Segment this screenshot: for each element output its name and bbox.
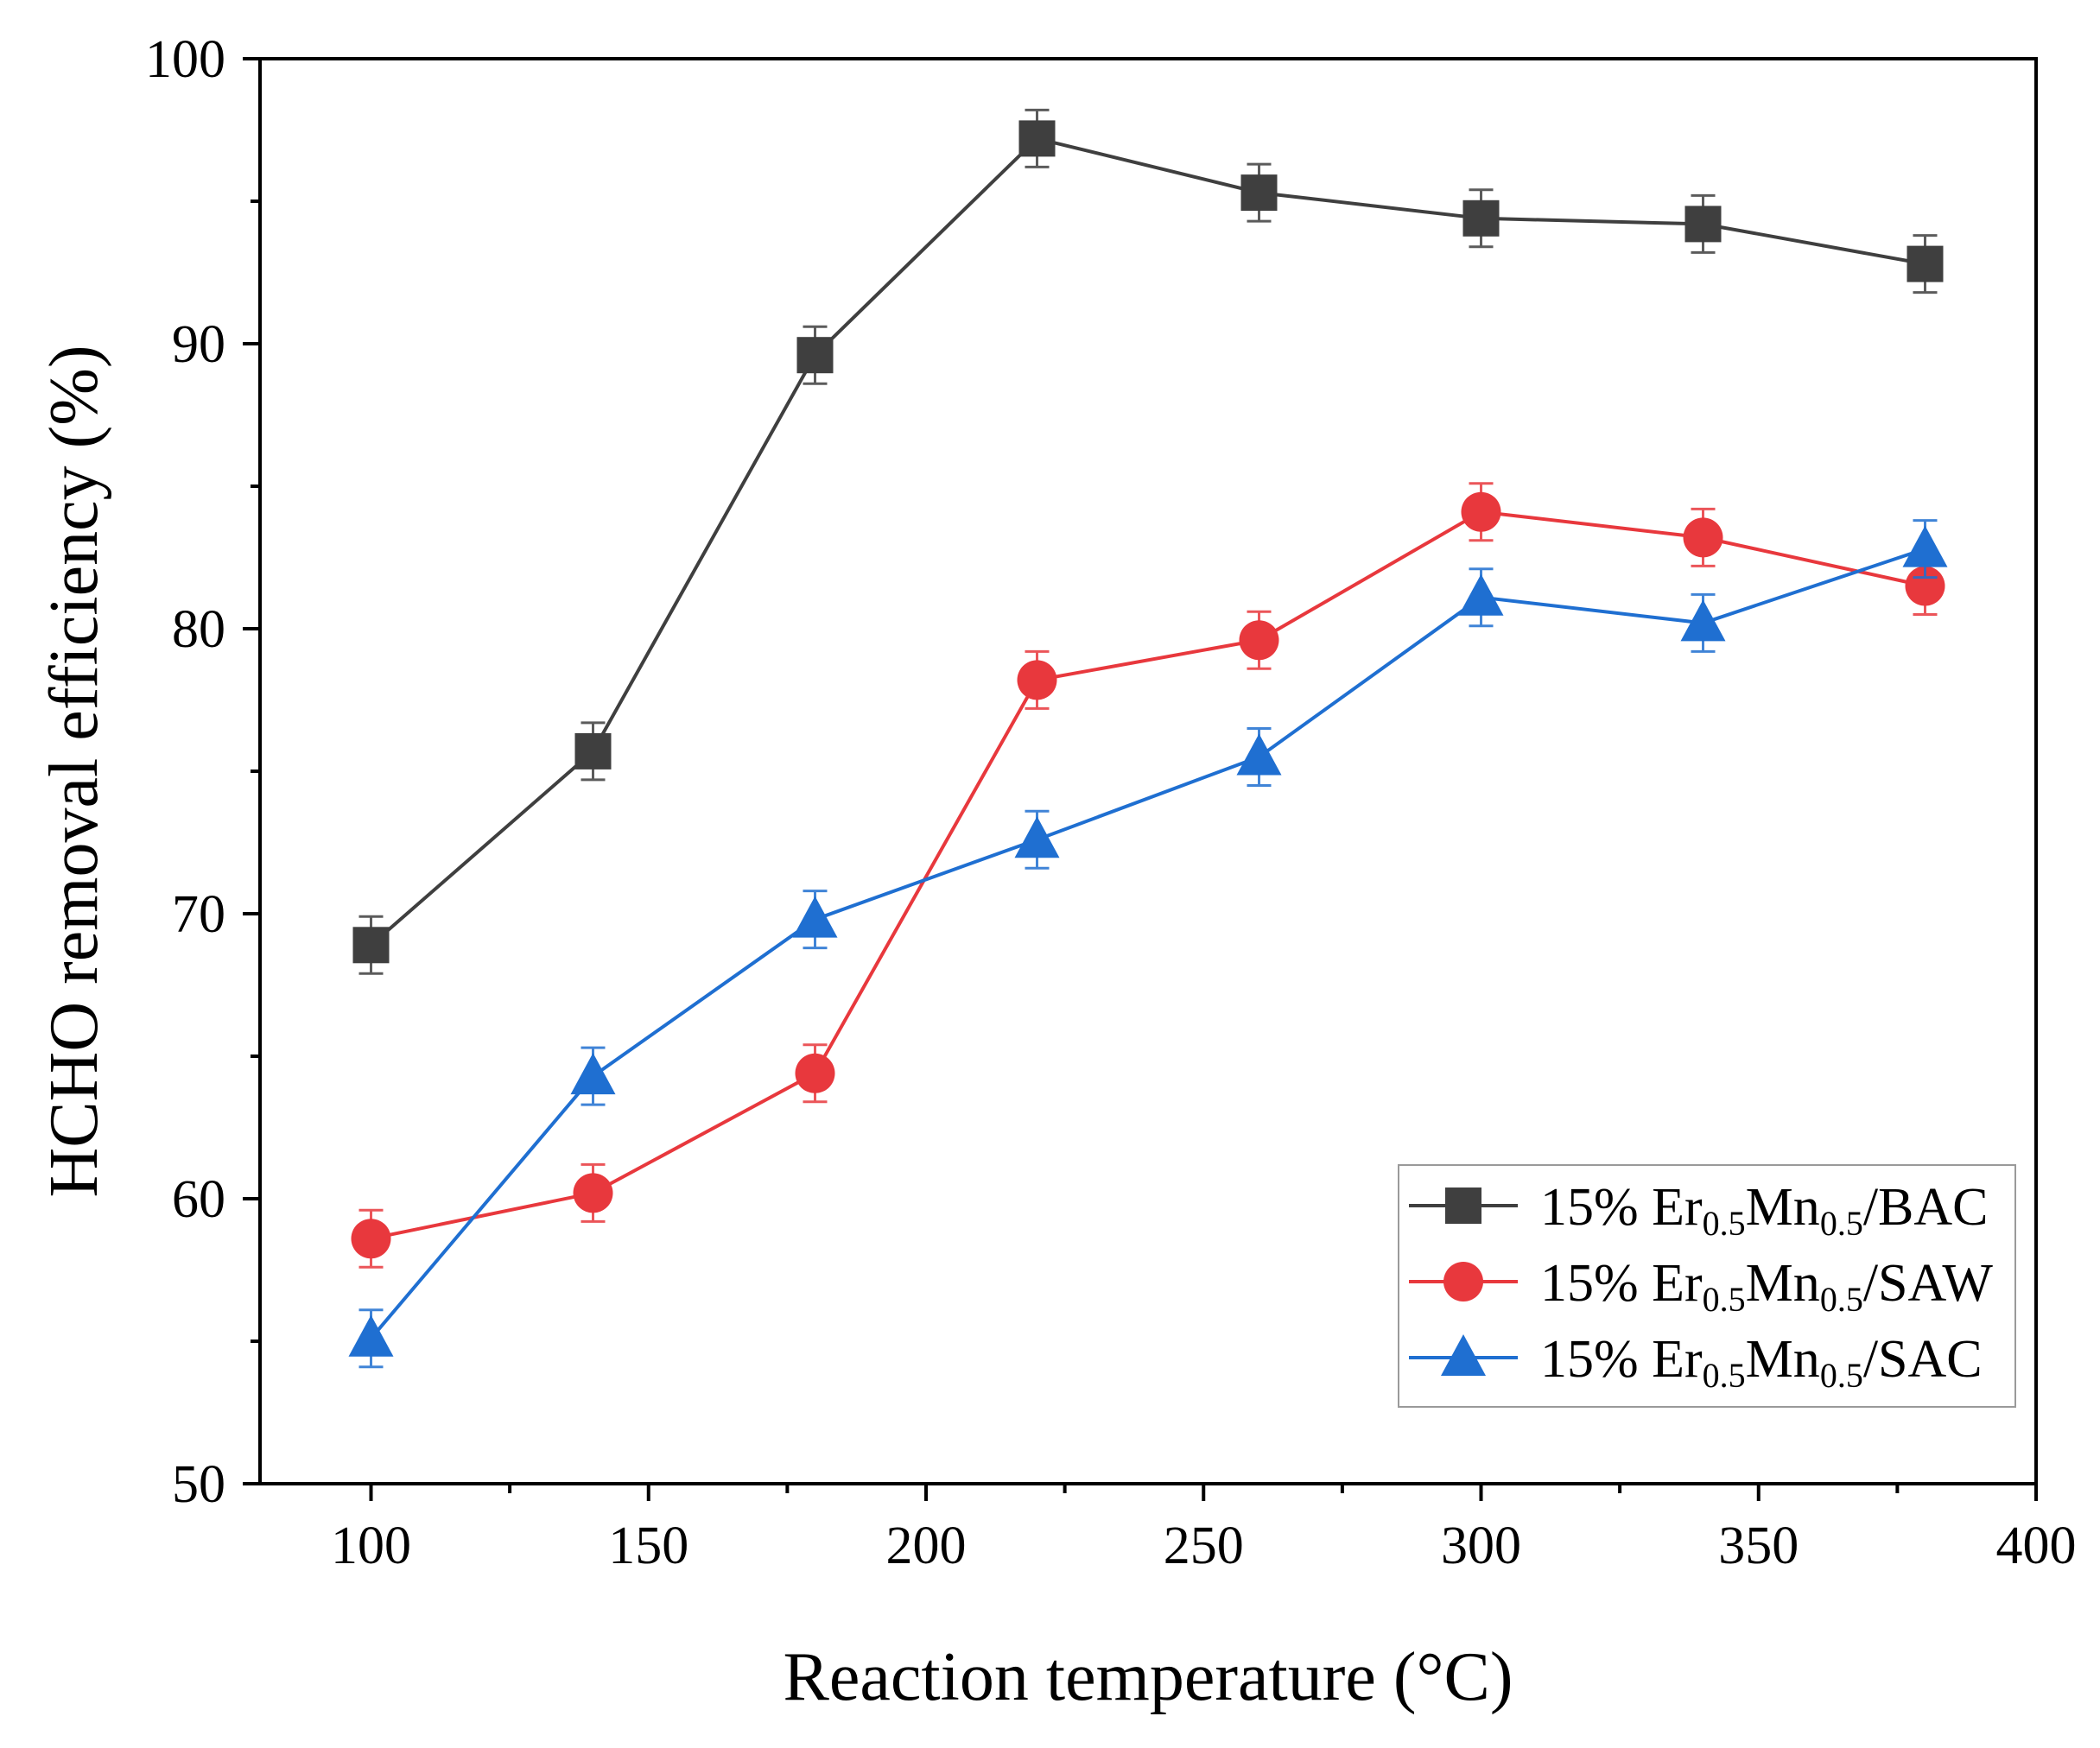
legend-item-15-er0-5mn0-5-saw: 15% Er0.5Mn0.5/SAW <box>1409 1254 1993 1319</box>
legend-label-text: /SAW <box>1863 1254 1994 1313</box>
data-point-1-260 <box>1239 620 1279 661</box>
data-point-1-300 <box>1461 491 1501 532</box>
legend-item-15-er0-5mn0-5-bac: 15% Er0.5Mn0.5/BAC <box>1409 1178 1989 1243</box>
legend-label-subscript: 0.5 <box>1703 1280 1746 1319</box>
y-axis-title: HCHO removal efficiency (%) <box>36 345 112 1197</box>
legend-label-subscript: 0.5 <box>1820 1280 1863 1319</box>
y-tick-label-50: 50 <box>172 1455 225 1514</box>
x-tick-label-150: 150 <box>608 1517 688 1575</box>
legend-label-text: 15% Er <box>1540 1254 1703 1313</box>
series-15-er0-5mn0-5-saw <box>351 482 1945 1269</box>
data-point-2-140 <box>570 1053 616 1095</box>
data-point-1-340 <box>1683 517 1723 558</box>
data-point-0-260 <box>1240 174 1278 212</box>
legend-label-text: 15% Er <box>1540 1330 1703 1389</box>
series-15-er0-5mn0-5-bac <box>352 108 1944 975</box>
x-axis-title: Reaction temperature (°C) <box>784 1639 1513 1715</box>
data-point-0-300 <box>1462 200 1500 237</box>
data-point-0-220 <box>1018 120 1056 157</box>
legend-label: 15% Er0.5Mn0.5/SAW <box>1540 1254 1993 1319</box>
legend-label-text: /BAC <box>1863 1178 1989 1237</box>
legend-label-text: /SAC <box>1863 1330 1983 1389</box>
x-tick-label-200: 200 <box>886 1517 967 1575</box>
legend-label-subscript: 0.5 <box>1820 1356 1863 1395</box>
y-tick-label-70: 70 <box>172 885 225 944</box>
legend-label-text: Mn <box>1746 1254 1820 1313</box>
x-tick-label-350: 350 <box>1718 1517 1799 1575</box>
legend-label-text: Mn <box>1746 1178 1820 1237</box>
legend-marker-square <box>1445 1188 1481 1224</box>
x-tick-label-300: 300 <box>1441 1517 1521 1575</box>
legend-marker-triangle <box>1441 1334 1486 1376</box>
y-tick-label-80: 80 <box>172 600 225 659</box>
y-tick-label-90: 90 <box>172 315 225 374</box>
axis-ticks: 100 150 200 250 300 350 400 50 60 70 80 90 100 <box>145 30 2077 1575</box>
x-tick-label-400: 400 <box>1996 1517 2077 1575</box>
legend-label-subscript: 0.5 <box>1703 1356 1746 1395</box>
series-line-15-er0-5mn0-5-saw <box>371 510 1926 1241</box>
legend-label-subscript: 0.5 <box>1703 1204 1746 1243</box>
data-point-2-180 <box>792 896 838 938</box>
data-point-0-100 <box>352 927 390 964</box>
legend-label-text: 15% Er <box>1540 1178 1703 1237</box>
data-point-2-300 <box>1458 573 1504 616</box>
plot-frame <box>258 57 2038 1485</box>
legend-label: 15% Er0.5Mn0.5/BAC <box>1540 1178 1989 1243</box>
y-tick-label-60: 60 <box>172 1170 225 1229</box>
data-point-1-180 <box>795 1053 835 1093</box>
series-15-er0-5mn0-5-sac <box>348 519 1948 1369</box>
x-tick-label-250: 250 <box>1164 1517 1244 1575</box>
y-tick-label-100: 100 <box>145 30 225 89</box>
data-point-2-380 <box>1902 525 1948 567</box>
data-point-0-340 <box>1684 206 1722 243</box>
legend-label-text: Mn <box>1746 1330 1820 1389</box>
data-point-0-380 <box>1906 245 1944 282</box>
data-point-0-140 <box>574 732 612 770</box>
legend-label: 15% Er0.5Mn0.5/SAC <box>1540 1330 1983 1395</box>
data-point-0-180 <box>796 337 834 374</box>
legend-item-15-er0-5mn0-5-sac: 15% Er0.5Mn0.5/SAC <box>1409 1330 1983 1395</box>
x-tick-label-100: 100 <box>331 1517 411 1575</box>
data-point-1-100 <box>351 1219 391 1259</box>
data-point-1-380 <box>1905 566 1945 606</box>
data-point-2-340 <box>1680 599 1726 642</box>
series-line-15-er0-5mn0-5-bac <box>370 136 1926 947</box>
data-point-1-140 <box>573 1173 613 1213</box>
data-point-2-100 <box>348 1314 394 1357</box>
data-point-2-220 <box>1014 816 1060 858</box>
legend-label-subscript: 0.5 <box>1820 1204 1863 1243</box>
series-line-15-er0-5mn0-5-sac <box>369 547 1926 1340</box>
data-point-1-220 <box>1017 660 1057 700</box>
legend-marker-circle <box>1443 1262 1483 1302</box>
data-point-2-260 <box>1236 733 1282 776</box>
series-group <box>348 108 1948 1369</box>
